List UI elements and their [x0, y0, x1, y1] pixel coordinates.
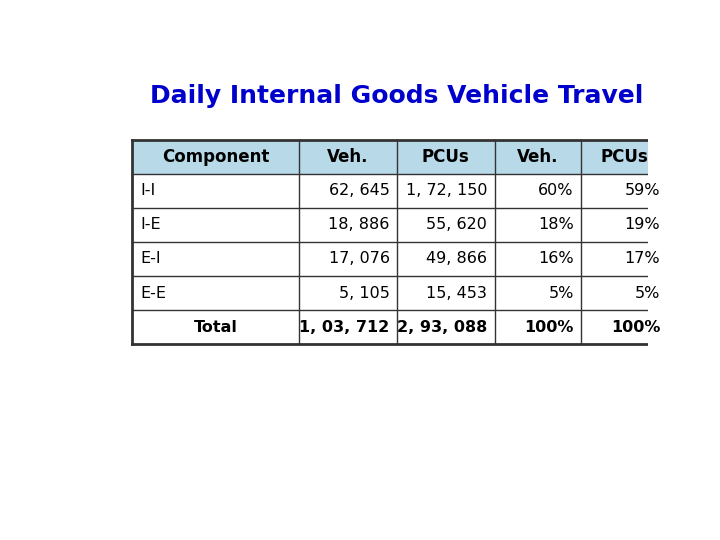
Bar — [132, 310, 667, 344]
Text: 5%: 5% — [635, 286, 660, 301]
Text: E-E: E-E — [140, 286, 166, 301]
Bar — [132, 208, 667, 242]
Text: Daily Internal Goods Vehicle Travel: Daily Internal Goods Vehicle Travel — [150, 84, 644, 108]
Text: 17%: 17% — [625, 252, 660, 266]
Text: 18, 886: 18, 886 — [328, 218, 390, 232]
Text: 100%: 100% — [524, 320, 574, 335]
Text: PCUs: PCUs — [422, 148, 469, 166]
Text: 60%: 60% — [539, 183, 574, 198]
Text: Veh.: Veh. — [517, 148, 559, 166]
Text: Veh.: Veh. — [328, 148, 369, 166]
Text: 55, 620: 55, 620 — [426, 218, 487, 232]
Bar — [132, 174, 667, 208]
Text: 49, 866: 49, 866 — [426, 252, 487, 266]
Text: 2, 93, 088: 2, 93, 088 — [397, 320, 487, 335]
Text: Component: Component — [162, 148, 269, 166]
Text: E-I: E-I — [140, 252, 161, 266]
Text: 17, 076: 17, 076 — [328, 252, 390, 266]
Text: 1, 72, 150: 1, 72, 150 — [406, 183, 487, 198]
Text: 5%: 5% — [549, 286, 574, 301]
Bar — [132, 242, 667, 276]
Text: Total: Total — [194, 320, 238, 335]
Text: 1, 03, 712: 1, 03, 712 — [300, 320, 390, 335]
Text: I-I: I-I — [140, 183, 156, 198]
Text: 5, 105: 5, 105 — [339, 286, 390, 301]
Text: 59%: 59% — [625, 183, 660, 198]
Text: 18%: 18% — [538, 218, 574, 232]
Text: 15, 453: 15, 453 — [426, 286, 487, 301]
Bar — [132, 276, 667, 310]
Bar — [132, 140, 667, 174]
Text: PCUs: PCUs — [600, 148, 648, 166]
Text: 62, 645: 62, 645 — [329, 183, 390, 198]
Text: 16%: 16% — [538, 252, 574, 266]
Text: I-E: I-E — [140, 218, 161, 232]
Text: 100%: 100% — [611, 320, 660, 335]
Text: 19%: 19% — [625, 218, 660, 232]
